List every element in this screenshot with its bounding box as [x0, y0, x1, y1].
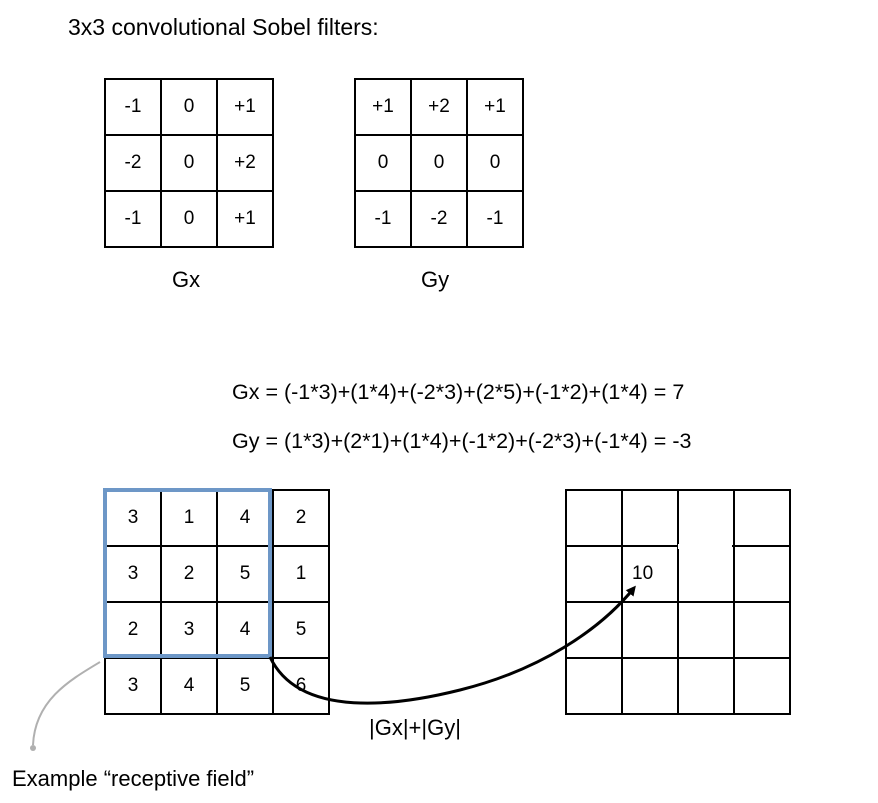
magnitude-label: |Gx|+|Gy|	[369, 715, 461, 740]
input-cell: 3	[106, 491, 162, 547]
output-cell	[623, 603, 679, 659]
input-cell: 4	[162, 659, 218, 715]
output-cell	[567, 547, 623, 603]
output-cell	[679, 659, 735, 715]
output-cell	[735, 603, 791, 659]
gy-cell: +1	[468, 80, 524, 136]
gy-cell: -1	[468, 192, 524, 248]
gy-filter-grid: +1 +2 +1 0 0 0 -1 -2 -1	[354, 78, 524, 248]
gx-cell: 0	[162, 192, 218, 248]
output-value: 10	[632, 563, 654, 584]
gx-cell: +1	[218, 80, 274, 136]
output-cell	[679, 547, 735, 603]
output-cell	[567, 603, 623, 659]
output-cell	[567, 659, 623, 715]
output-cell	[623, 547, 679, 603]
gx-filter-label: Gx	[172, 267, 201, 292]
output-grid-notch	[678, 544, 732, 549]
gy-cell: +1	[356, 80, 412, 136]
diagram-title: 3x3 convolutional Sobel filters:	[68, 14, 379, 40]
input-cell: 3	[106, 547, 162, 603]
gx-cell: 0	[162, 136, 218, 192]
gy-cell: 0	[356, 136, 412, 192]
input-cell: 3	[162, 603, 218, 659]
gx-cell: -1	[106, 80, 162, 136]
output-cell	[623, 659, 679, 715]
output-cell	[679, 603, 735, 659]
input-cell: 5	[274, 603, 330, 659]
gy-equation: Gy = (1*3)+(2*1)+(1*4)+(-1*2)+(-2*3)+(-1…	[232, 429, 692, 453]
gx-cell: -1	[106, 192, 162, 248]
output-cell	[623, 491, 679, 547]
input-cell: 1	[162, 491, 218, 547]
input-cell: 4	[218, 491, 274, 547]
input-cell: 6	[274, 659, 330, 715]
gy-filter-label: Gy	[421, 267, 450, 292]
output-cell	[735, 547, 791, 603]
gy-cell: +2	[412, 80, 468, 136]
gy-cell: 0	[412, 136, 468, 192]
input-cell: 3	[106, 659, 162, 715]
input-cell: 2	[162, 547, 218, 603]
gx-filter-grid: -1 0 +1 -2 0 +2 -1 0 +1	[104, 78, 274, 248]
input-cell: 2	[106, 603, 162, 659]
gy-cell: 0	[468, 136, 524, 192]
gx-equation: Gx = (-1*3)+(1*4)+(-2*3)+(2*5)+(-1*2)+(1…	[232, 380, 685, 404]
gx-cell: +2	[218, 136, 274, 192]
input-cell: 2	[274, 491, 330, 547]
receptive-field-pointer	[32, 661, 101, 746]
input-cell: 5	[218, 547, 274, 603]
gy-cell: -1	[356, 192, 412, 248]
gy-cell: -2	[412, 192, 468, 248]
receptive-field-pointer-dot	[30, 745, 36, 751]
receptive-field-label: Example “receptive field”	[12, 766, 255, 791]
gx-cell: +1	[218, 192, 274, 248]
gx-cell: 0	[162, 80, 218, 136]
output-cell	[735, 491, 791, 547]
output-cell	[679, 491, 735, 547]
output-image-grid	[565, 489, 791, 715]
output-cell	[735, 659, 791, 715]
receptive-field-highlight	[103, 488, 272, 658]
output-cell	[567, 491, 623, 547]
gx-cell: -2	[106, 136, 162, 192]
input-cell: 1	[274, 547, 330, 603]
input-cell: 5	[218, 659, 274, 715]
